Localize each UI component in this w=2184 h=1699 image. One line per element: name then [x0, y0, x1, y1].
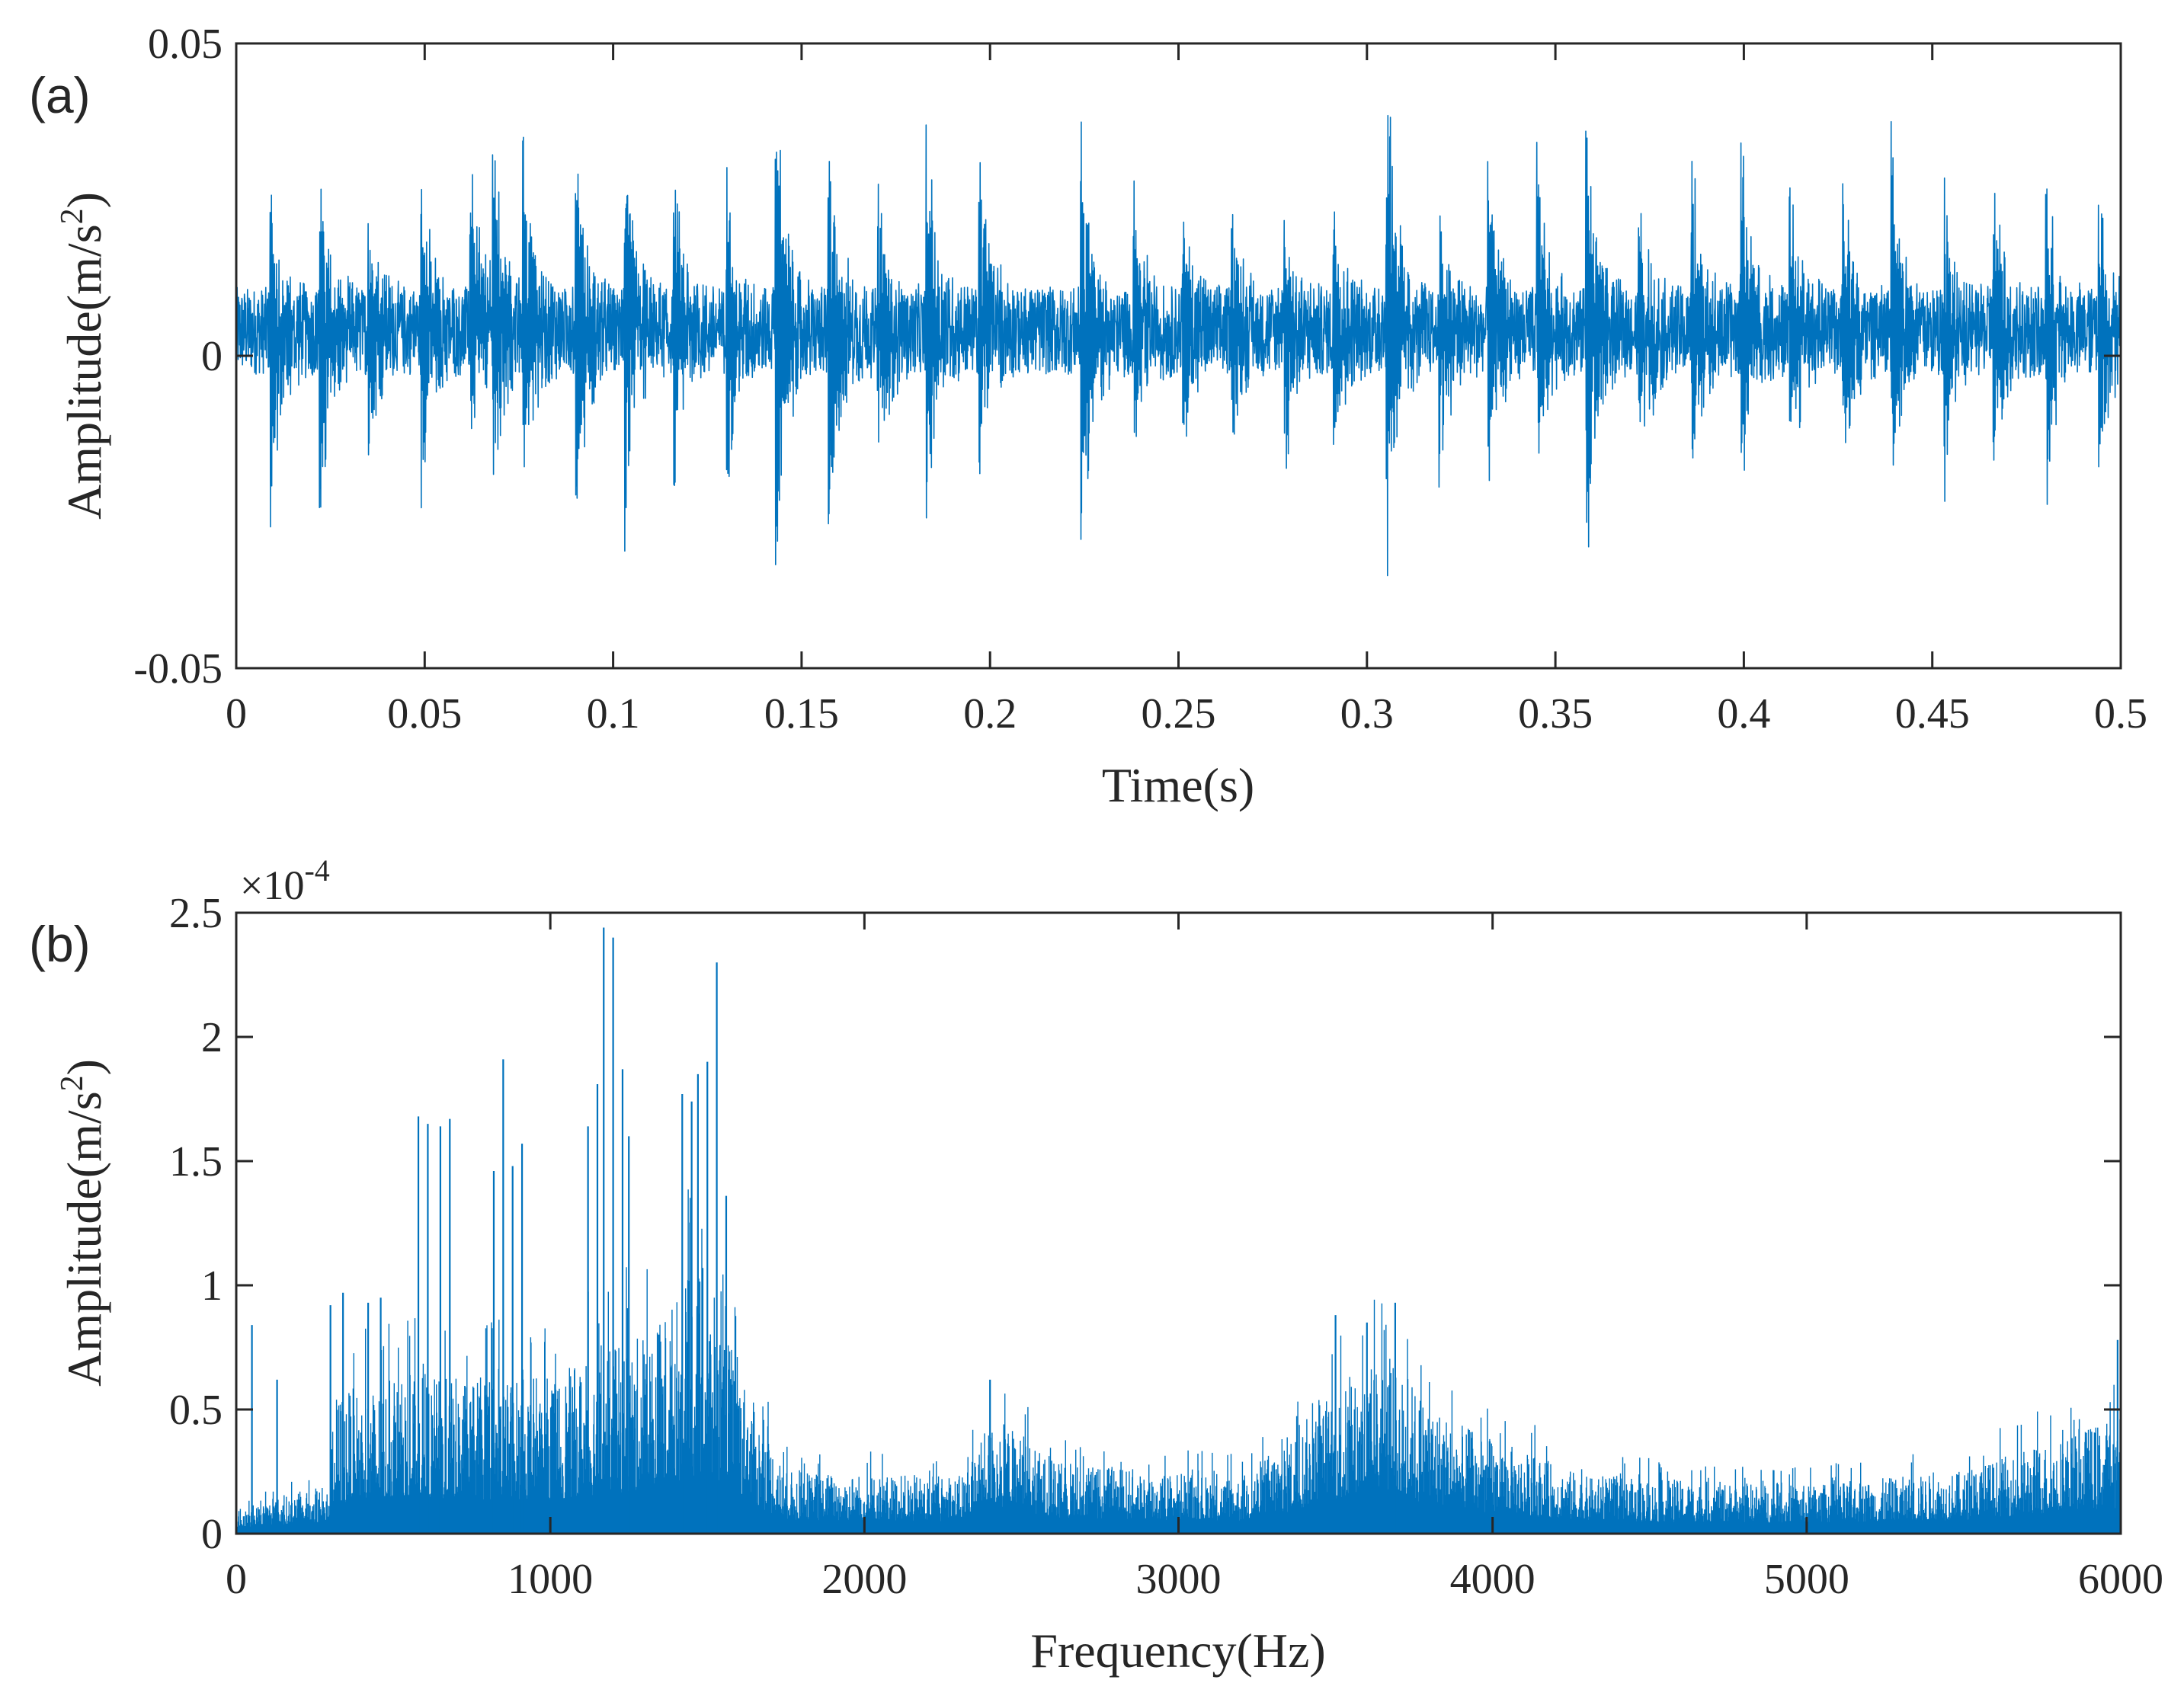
panel-a-ylabel-close: ) — [57, 192, 111, 208]
panel-b-series — [235, 927, 2122, 1534]
panel-b-exponent-base: ×10 — [240, 862, 304, 908]
panel-a: (a) 0 0.05 0.1 0.15 0.2 0.25 0.3 0.35 0.4 0.45 0.5… — [29, 21, 2147, 812]
panel-a-ylabel-base: Amplitude(m/s — [57, 224, 111, 520]
x-tick-label: 0.45 — [1895, 690, 1970, 738]
x-tick-label: 3000 — [1136, 1556, 1222, 1603]
y-tick-label: -0.05 — [133, 645, 223, 693]
y-tick-label: 1.5 — [169, 1138, 223, 1185]
y-tick-label: 0 — [201, 333, 223, 380]
panel-b-exponent: ×10-4 — [240, 853, 330, 908]
series-line-time-signal — [235, 114, 2122, 577]
x-tick-label: 0.15 — [764, 690, 839, 738]
x-tick-label: 0.05 — [387, 690, 462, 738]
x-tick-label: 0.25 — [1142, 690, 1216, 738]
x-tick-label: 0 — [226, 690, 247, 738]
panel-b-ylabel-close: ) — [57, 1059, 111, 1075]
x-tick-label: 6000 — [2078, 1556, 2163, 1603]
panel-a-ticks: 0 0.05 0.1 0.15 0.2 0.25 0.3 0.35 0.4 0.45 0.5 -0.0… — [133, 21, 2147, 738]
y-tick-label: 0 — [201, 1511, 223, 1558]
y-tick-label: 1 — [201, 1262, 223, 1310]
x-tick-label: 0.3 — [1340, 690, 1394, 738]
panel-b-label: (b) — [29, 916, 91, 972]
y-tick-label: 2 — [201, 1014, 223, 1061]
panel-b-ylabel-sup: 2 — [55, 1075, 90, 1091]
panel-b-xlabel: Frequency(Hz) — [1030, 1624, 1325, 1678]
x-tick-label: 0.2 — [963, 690, 1017, 738]
x-tick-label: 0.35 — [1518, 690, 1593, 738]
panel-a-axes-box — [235, 42, 2122, 670]
y-tick-label: 0.5 — [169, 1387, 223, 1434]
y-tick-label: 0.05 — [148, 21, 223, 68]
x-tick-label: 4000 — [1450, 1556, 1536, 1603]
panel-b-ylabel-base: Amplitude(m/s — [57, 1091, 111, 1387]
x-tick-label: 5000 — [1764, 1556, 1849, 1603]
panel-a-ylabel-sup: 2 — [55, 208, 90, 224]
x-tick-label: 2000 — [821, 1556, 907, 1603]
panel-a-label: (a) — [29, 67, 91, 123]
x-tick-label: 0.1 — [587, 690, 640, 738]
panel-b: (b) ×10-4 0 1000 2000 3000 4000 5000 6000 0 0.5 1… — [29, 853, 2163, 1678]
x-tick-label: 0 — [226, 1556, 247, 1603]
panel-b-ylabel: Amplitude(m/s2) — [55, 1059, 111, 1387]
y-tick-label: 2.5 — [169, 890, 223, 937]
panel-b-exponent-power: -4 — [304, 853, 329, 888]
panel-a-ylabel: Amplitude(m/s2) — [55, 192, 111, 520]
panel-a-xlabel: Time(s) — [1102, 758, 1254, 812]
x-tick-label: 0.4 — [1717, 690, 1770, 738]
panel-b-ticks: 0 1000 2000 3000 4000 5000 6000 0 0.5 1 1.5 2 2.5 — [169, 890, 2163, 1603]
panel-b-axes-box — [235, 911, 2122, 1535]
x-tick-label: 1000 — [508, 1556, 593, 1603]
panel-a-series — [235, 114, 2122, 577]
x-tick-label: 0.5 — [2094, 690, 2147, 738]
